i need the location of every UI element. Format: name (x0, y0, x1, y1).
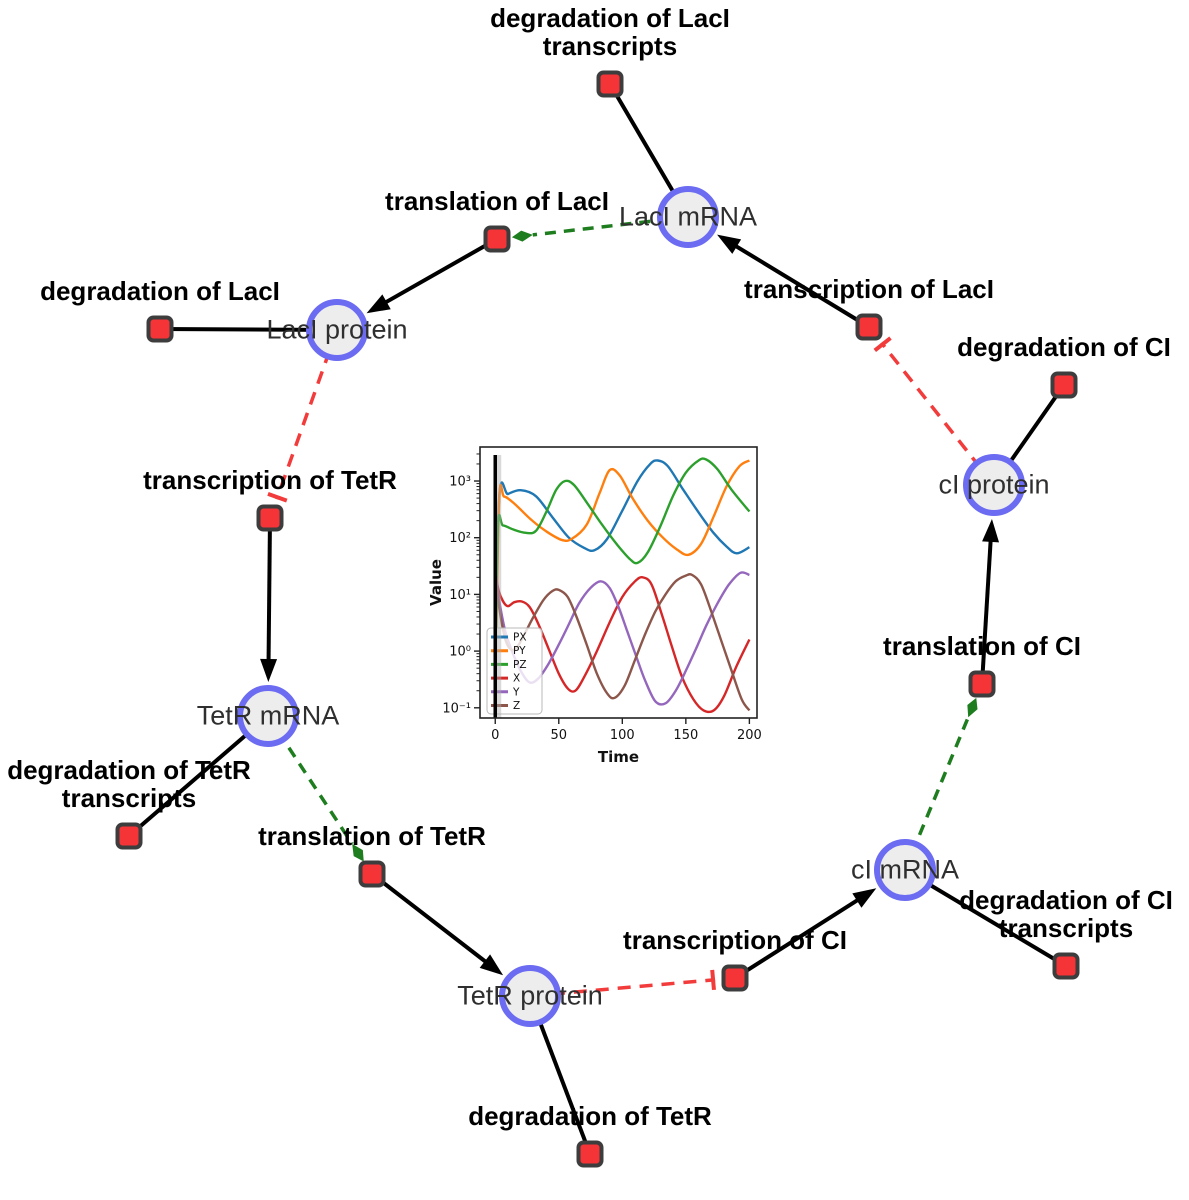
reaction-node-deg_ci[interactable] (1050, 371, 1078, 399)
modifier-diamond-icon (967, 697, 978, 718)
arrowhead-icon (982, 518, 1000, 543)
reaction-node-transl_laci[interactable] (483, 225, 511, 253)
inhibition-tbar-icon (873, 336, 892, 353)
reaction-label-line: degradation of LacI (40, 276, 280, 306)
species-label-ci_mrna: cI mRNA (851, 854, 959, 885)
species-label-tetr_protein: TetR protein (457, 980, 603, 1011)
arrowhead-icon (852, 888, 877, 908)
legend-label-PX: PX (513, 632, 527, 644)
reaction-node-deg_tetr_tx[interactable] (115, 822, 143, 850)
reaction-label-line: transcription of TetR (143, 465, 397, 495)
species-label-laci_protein: LacI protein (266, 314, 408, 345)
y-tick-label: 10⁰ (449, 645, 471, 660)
modifier-diamond-icon (511, 230, 533, 242)
series-line-PX (494, 459, 750, 704)
species-node-laci_mrna[interactable] (657, 186, 719, 248)
inhibition-tbar-icon (267, 492, 288, 503)
t0-transient-band (496, 455, 502, 718)
legend-label-PY: PY (513, 645, 526, 657)
edge-tx_laci-laci_mrna (733, 243, 871, 329)
reaction-label-line: transcripts (542, 31, 678, 61)
y-tick-label: 10⁻¹ (442, 701, 471, 716)
series-line-X (494, 571, 751, 714)
x-tick-label: 100 (610, 728, 635, 743)
arrowhead-icon (366, 294, 391, 314)
series-line-PY (494, 459, 751, 704)
reaction-label-line: degradation of TetR (7, 755, 251, 785)
reaction-label-line: transcription of LacI (744, 274, 994, 304)
reaction-label-line: transcription of CI (623, 925, 847, 955)
legend-label-PZ: PZ (513, 659, 527, 671)
x-tick-label: 150 (673, 728, 698, 743)
reaction-node-deg_tetr[interactable] (576, 1140, 604, 1168)
reaction-label-deg_laci_tx: degradation of LacI transcripts (490, 4, 730, 60)
x-tick-label: 0 (491, 728, 499, 743)
y-axis-label: Value (427, 559, 445, 606)
reaction-label-transl_tetr: translation of TetR (258, 822, 486, 850)
reaction-label-deg_tetr: degradation of TetR (468, 1102, 712, 1130)
modifier-diamond-icon (352, 843, 364, 862)
reaction-label-line: degradation of LacI (490, 3, 730, 33)
species-node-ci_mrna[interactable] (874, 839, 936, 901)
x-tick-label: 50 (551, 728, 568, 743)
legend-label-Z: Z (513, 700, 520, 712)
reaction-node-tx_ci[interactable] (721, 964, 749, 992)
reaction-label-tx_laci: transcription of LacI (744, 275, 994, 303)
reaction-label-deg_ci: degradation of CI (957, 333, 1171, 361)
reaction-label-deg_tetr_tx: degradation of TetR transcripts (7, 756, 251, 812)
reaction-node-tx_laci[interactable] (855, 313, 883, 341)
reaction-node-tx_tetr[interactable] (256, 504, 284, 532)
species-label-tetr_mrna: TetR mRNA (196, 700, 340, 731)
species-node-ci_protein[interactable] (963, 454, 1025, 516)
arrowhead-icon (260, 658, 278, 683)
reaction-label-line: degradation of CI (959, 885, 1173, 915)
legend-label-Y: Y (512, 686, 520, 698)
reaction-node-transl_tetr[interactable] (358, 860, 386, 888)
arrowhead-icon (479, 954, 504, 976)
reaction-label-line: transcripts (998, 913, 1134, 943)
reaction-node-transl_ci[interactable] (968, 670, 996, 698)
reaction-node-deg_ci_tx[interactable] (1052, 952, 1080, 980)
species-label-ci_protein: cI protein (938, 469, 1050, 500)
edge-tx_tetr-tetr_mrna (266, 517, 272, 663)
reaction-label-transl_ci: translation of CI (883, 632, 1081, 660)
species-label-laci_mrna: LacI mRNA (618, 201, 758, 232)
x-axis-label: Time (598, 748, 639, 766)
reaction-label-tx_tetr: transcription of TetR (143, 466, 397, 494)
species-node-tetr_mrna[interactable] (237, 685, 299, 747)
reaction-label-line: translation of CI (883, 631, 1081, 661)
x-tick-label: 200 (737, 728, 762, 743)
reaction-label-deg_ci_tx: degradation of CI transcripts (959, 886, 1173, 942)
edge-tx_ci-ci_mrna (733, 897, 861, 980)
reaction-node-deg_laci_tx[interactable] (596, 70, 624, 98)
reaction-label-deg_laci: degradation of LacI (40, 277, 280, 305)
reaction-label-tx_ci: transcription of CI (623, 926, 847, 954)
reaction-label-line: degradation of CI (957, 332, 1171, 362)
y-tick-label: 10³ (449, 475, 471, 490)
axes-frame (479, 446, 758, 719)
edge-transl_ci-ci_protein (980, 538, 993, 685)
y-tick-label: 10² (449, 531, 471, 546)
y-tick-label: 10¹ (449, 588, 471, 603)
species-node-tetr_protein[interactable] (499, 965, 561, 1027)
edge-ci_mrna-deg_ci_tx (903, 868, 1068, 968)
reaction-label-line: translation of TetR (258, 821, 486, 851)
reaction-node-deg_laci[interactable] (146, 315, 174, 343)
series-line-PZ (494, 457, 751, 704)
edge-transl_tetr-tetr_protein (370, 872, 489, 965)
reaction-label-transl_laci: translation of LacI (385, 187, 609, 215)
legend-label-X: X (513, 673, 520, 685)
edge-transl_laci-laci_protein (382, 237, 498, 306)
reaction-label-line: translation of LacI (385, 186, 609, 216)
reaction-label-line: transcripts (61, 783, 197, 813)
inhibition-tbar-icon (710, 969, 716, 991)
arrowhead-icon (717, 234, 742, 254)
species-node-laci_protein[interactable] (306, 299, 368, 361)
reaction-label-line: degradation of TetR (468, 1101, 712, 1131)
